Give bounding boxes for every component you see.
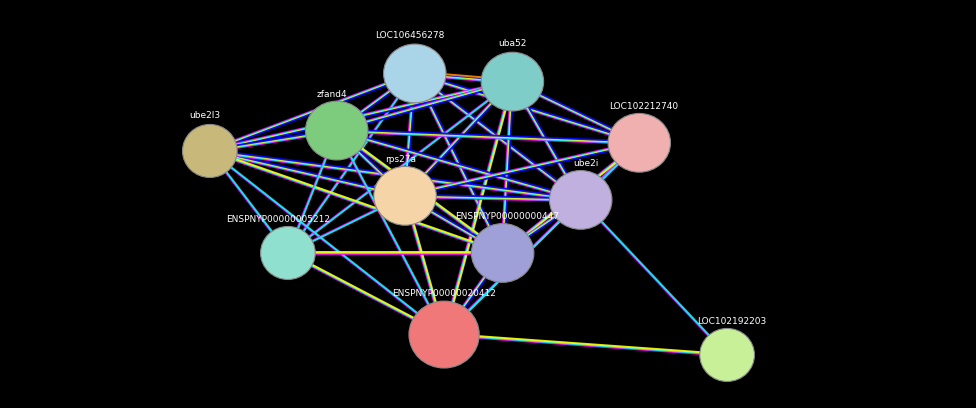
Text: LOC102192203: LOC102192203 bbox=[698, 317, 766, 326]
Text: ube2l3: ube2l3 bbox=[189, 111, 221, 120]
Ellipse shape bbox=[183, 124, 237, 177]
Ellipse shape bbox=[549, 171, 612, 229]
Ellipse shape bbox=[261, 226, 315, 279]
Ellipse shape bbox=[409, 301, 479, 368]
Ellipse shape bbox=[481, 52, 544, 111]
Text: ENSPNYP00000000447: ENSPNYP00000000447 bbox=[456, 212, 559, 221]
Text: LOC102212740: LOC102212740 bbox=[610, 102, 678, 111]
Ellipse shape bbox=[700, 328, 754, 381]
Text: ENSPNYP00000005212: ENSPNYP00000005212 bbox=[226, 215, 330, 224]
Ellipse shape bbox=[384, 44, 446, 103]
Text: zfand4: zfand4 bbox=[316, 90, 347, 99]
Text: uba52: uba52 bbox=[498, 39, 527, 48]
Ellipse shape bbox=[374, 166, 436, 225]
Text: LOC106456278: LOC106456278 bbox=[375, 31, 445, 40]
Text: rps27a: rps27a bbox=[385, 155, 416, 164]
Text: ENSPNYP00000020412: ENSPNYP00000020412 bbox=[392, 289, 496, 298]
Ellipse shape bbox=[305, 101, 368, 160]
Ellipse shape bbox=[471, 224, 534, 282]
Text: ube2i: ube2i bbox=[573, 159, 598, 168]
Ellipse shape bbox=[608, 113, 671, 172]
